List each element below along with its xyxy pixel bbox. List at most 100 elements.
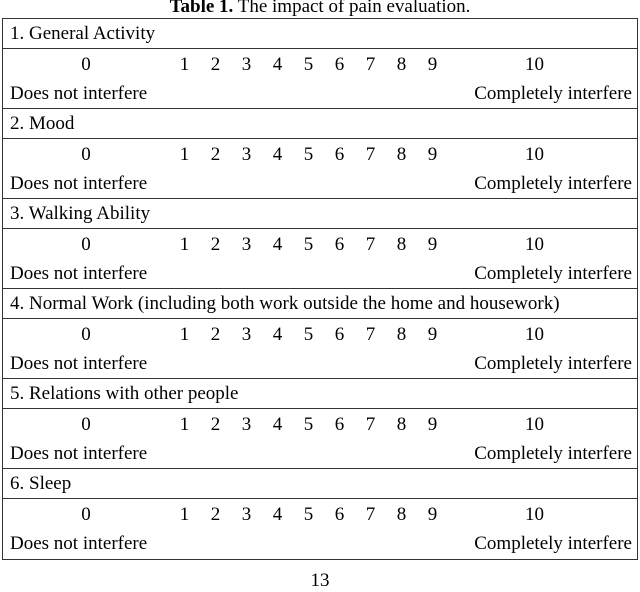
scale-value-2: 2 (210, 413, 221, 435)
scale-labels-line: Does not interfere Completely interfere (3, 80, 637, 108)
table-caption: Table 1. The impact of pain evaluation. (0, 0, 640, 18)
scale-value-6: 6 (334, 53, 345, 75)
scale-value-4: 4 (272, 503, 283, 525)
scale-value-2: 2 (210, 53, 221, 75)
scale-value-5: 5 (303, 323, 314, 345)
scale-max-label: Completely interfere (474, 83, 632, 104)
scale-min-label: Does not interfere (10, 83, 148, 104)
item-title-row: 3. Walking Ability (3, 199, 637, 229)
scale-value-4: 4 (272, 143, 283, 165)
item-title-row: 5. Relations with other people (3, 379, 637, 409)
scale-value-9: 9 (427, 323, 438, 345)
scale-value-7: 7 (365, 413, 376, 435)
scale-max-label: Completely interfere (474, 263, 632, 284)
scale-value-5: 5 (303, 413, 314, 435)
item-title-row: 6. Sleep (3, 469, 637, 499)
scale-value-7: 7 (365, 323, 376, 345)
scale-value-9: 9 (427, 413, 438, 435)
page-number: 13 (310, 570, 330, 591)
item-title: 1. General Activity (10, 23, 156, 44)
item-title: 2. Mood (10, 113, 75, 134)
scale-value-1: 1 (179, 53, 190, 75)
scale-value-max: 10 (525, 233, 544, 255)
scale-value-3: 3 (241, 233, 252, 255)
scale-labels-line: Does not interfere Completely interfere (3, 530, 637, 558)
scale-value-5: 5 (303, 503, 314, 525)
scale-min-label: Does not interfere (10, 353, 148, 374)
scale-max-label: Completely interfere (474, 353, 632, 374)
item-title-row: 1. General Activity (3, 19, 637, 49)
scale-value-min: 0 (81, 233, 91, 255)
scale-value-7: 7 (365, 233, 376, 255)
item-title-row: 2. Mood (3, 109, 637, 139)
scale-labels-line: Does not interfere Completely interfere (3, 260, 637, 288)
item-title-row: 4. Normal Work (including both work outs… (3, 289, 637, 319)
scale-value-max: 10 (525, 503, 544, 525)
scale-value-8: 8 (396, 413, 407, 435)
scale-value-3: 3 (241, 143, 252, 165)
scale-value-8: 8 (396, 143, 407, 165)
scale-value-8: 8 (396, 323, 407, 345)
scale-value-max: 10 (525, 53, 544, 75)
scale-value-8: 8 (396, 503, 407, 525)
scale-labels-line: Does not interfere Completely interfere (3, 170, 637, 198)
scale-value-2: 2 (210, 323, 221, 345)
scale-value-1: 1 (179, 413, 190, 435)
scale-value-8: 8 (396, 233, 407, 255)
scale-value-9: 9 (427, 53, 438, 75)
scale-value-min: 0 (81, 413, 91, 435)
scale-value-5: 5 (303, 233, 314, 255)
scale-value-7: 7 (365, 143, 376, 165)
scale-value-3: 3 (241, 503, 252, 525)
scale-value-3: 3 (241, 323, 252, 345)
table-caption-text: The impact of pain evaluation. (233, 0, 471, 17)
scale-value-7: 7 (365, 503, 376, 525)
scale-value-6: 6 (334, 413, 345, 435)
scale-value-3: 3 (241, 53, 252, 75)
scale-min-label: Does not interfere (10, 263, 148, 284)
scale-max-label: Completely interfere (474, 173, 632, 194)
scale-value-min: 0 (81, 503, 91, 525)
item-block-normal-work: 4. Normal Work (including both work outs… (3, 289, 637, 379)
scale-min-label: Does not interfere (10, 173, 148, 194)
scale-value-1: 1 (179, 323, 190, 345)
scale-labels-line: Does not interfere Completely interfere (3, 440, 637, 468)
scale-value-2: 2 (210, 233, 221, 255)
scale-value-6: 6 (334, 323, 345, 345)
scale-value-min: 0 (81, 143, 91, 165)
scale-value-4: 4 (272, 53, 283, 75)
scale-max-label: Completely interfere (474, 533, 632, 554)
scale-value-4: 4 (272, 233, 283, 255)
scale-value-4: 4 (272, 323, 283, 345)
item-title: 5. Relations with other people (10, 383, 239, 404)
scale-value-9: 9 (427, 143, 438, 165)
scale-value-1: 1 (179, 503, 190, 525)
scale-value-6: 6 (334, 503, 345, 525)
scale-value-max: 10 (525, 143, 544, 165)
scale-value-7: 7 (365, 53, 376, 75)
item-title: 4. Normal Work (including both work outs… (10, 293, 560, 314)
scale-value-6: 6 (334, 143, 345, 165)
scale-value-2: 2 (210, 143, 221, 165)
scale-min-label: Does not interfere (10, 443, 148, 464)
scale-value-5: 5 (303, 53, 314, 75)
